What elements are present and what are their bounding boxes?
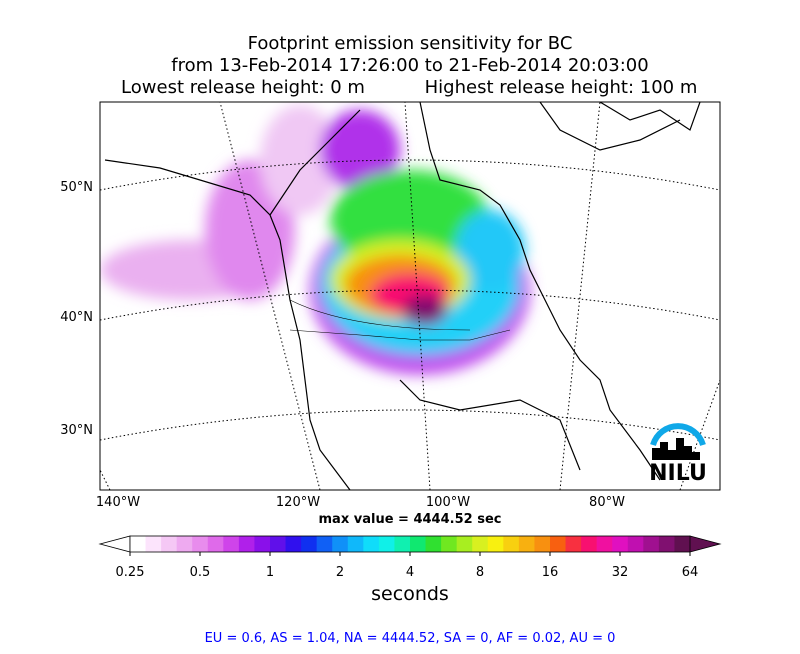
colorbar-segment bbox=[316, 536, 333, 552]
colorbar-segment bbox=[627, 536, 644, 552]
colorbar-segment bbox=[347, 536, 364, 552]
colorbar-segment bbox=[410, 536, 427, 552]
lon-label: 80°W bbox=[589, 495, 625, 510]
colorbar-segment bbox=[550, 536, 567, 552]
colorbar-tick-label: 2 bbox=[336, 565, 344, 580]
colorbar-segment bbox=[643, 536, 660, 552]
colorbar-segment bbox=[363, 536, 380, 552]
colorbar-segment bbox=[425, 536, 442, 552]
colorbar-segment bbox=[301, 536, 318, 552]
colorbar-tick-label: 64 bbox=[682, 565, 699, 580]
lon-label: 100°W bbox=[426, 495, 470, 510]
lat-label: 40°N bbox=[60, 310, 93, 325]
lat-label: 30°N bbox=[60, 423, 93, 438]
colorbar-segment bbox=[487, 536, 504, 552]
colorbar-tick-label: 16 bbox=[542, 565, 559, 580]
graticule bbox=[100, 102, 720, 490]
title: Highest release height: 100 m bbox=[425, 77, 698, 98]
colorbar: 0.25 0.5 1 2 4 8 16 32 64 bbox=[98, 535, 722, 580]
colorbar-segment bbox=[145, 536, 162, 552]
colorbar-tick-label: 4 bbox=[406, 565, 414, 580]
colorbar-segment bbox=[518, 536, 535, 552]
colorbar-tick-label: 8 bbox=[476, 565, 484, 580]
colorbar-segment bbox=[161, 536, 178, 552]
colorbar-segment bbox=[130, 536, 147, 552]
colorbar-segment bbox=[441, 536, 458, 552]
colorbar-segment bbox=[176, 536, 193, 552]
map: NILU bbox=[100, 102, 720, 490]
colorbar-tick-label: 32 bbox=[612, 565, 629, 580]
colorbar-segment bbox=[612, 536, 629, 552]
colorbar-segment bbox=[658, 536, 675, 552]
logo: NILU bbox=[649, 423, 707, 486]
plume bbox=[100, 105, 530, 375]
colorbar-segment bbox=[472, 536, 489, 552]
logo-text: NILU bbox=[649, 461, 707, 486]
title: Lowest release height: 0 m bbox=[121, 77, 365, 98]
colorbar-segment bbox=[223, 536, 240, 552]
colorbar-segment bbox=[596, 536, 613, 552]
colorbar-segment bbox=[285, 536, 302, 552]
colorbar-tick-label: 0.25 bbox=[116, 565, 145, 580]
colorbar-segment bbox=[534, 536, 551, 552]
colorbar-segment bbox=[254, 536, 271, 552]
colorbar-segment bbox=[565, 536, 582, 552]
colorbar-segment bbox=[207, 536, 224, 552]
colorbar-segment bbox=[581, 536, 598, 552]
colorbar-segment bbox=[378, 536, 395, 552]
title: from 13-Feb-2014 17:26:00 to 21-Feb-2014… bbox=[171, 55, 648, 76]
colorbar-segment bbox=[503, 536, 520, 552]
colorbar-extend bbox=[98, 535, 131, 553]
colorbar-segment bbox=[394, 536, 411, 552]
coastline bbox=[104, 102, 701, 490]
max-value: max value = 4444.52 sec bbox=[319, 512, 502, 527]
borders bbox=[289, 299, 511, 341]
colorbar-tick-label: 0.5 bbox=[190, 565, 211, 580]
colorbar-segment bbox=[192, 536, 209, 552]
colorbar-segment bbox=[270, 536, 287, 552]
colorbar-segment bbox=[238, 536, 255, 552]
colorbar-segment bbox=[332, 536, 349, 552]
colorbar-extend bbox=[689, 535, 722, 553]
colorbar-tick-label: 1 bbox=[266, 565, 274, 580]
lon-label: 120°W bbox=[276, 495, 320, 510]
colorbar-segment bbox=[674, 536, 691, 552]
lon-label: 140°W bbox=[96, 495, 140, 510]
lat-label: 50°N bbox=[60, 180, 93, 195]
colorbar-label: seconds bbox=[371, 583, 449, 605]
map-frame bbox=[99, 101, 721, 491]
colorbar-segment bbox=[456, 536, 473, 552]
footer: EU = 0.6, AS = 1.04, NA = 4444.52, SA = … bbox=[205, 631, 616, 646]
title: Footprint emission sensitivity for BC bbox=[248, 33, 573, 54]
